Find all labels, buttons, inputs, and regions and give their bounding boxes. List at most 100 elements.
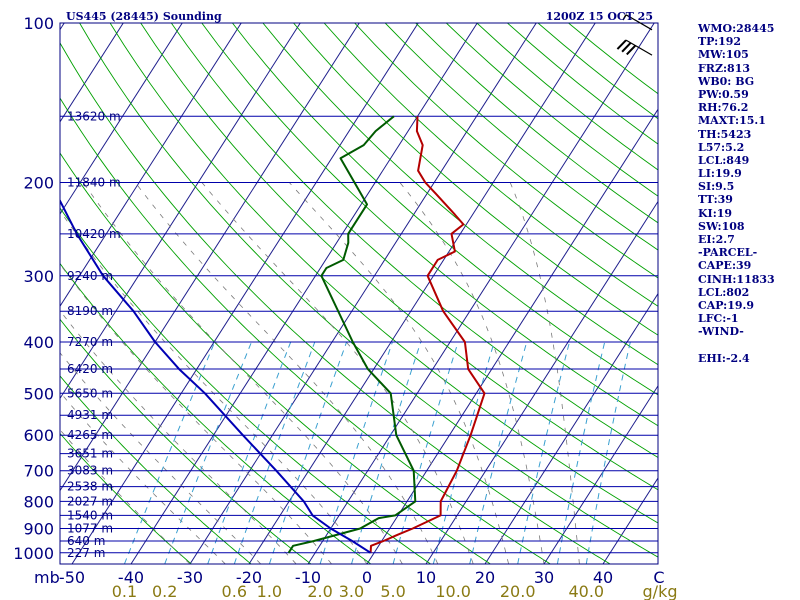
mixing-ratio-line — [164, 341, 252, 564]
dry-adiabat-line — [262, 23, 658, 366]
height-label: 227 m — [67, 546, 105, 560]
height-label: 13620 m — [67, 109, 121, 123]
wind-barb-flag — [622, 14, 627, 21]
isotherm-line — [60, 23, 242, 308]
mixing-ratio-tick-label: 2.0 — [307, 582, 332, 600]
dry-adiabat-line — [60, 318, 312, 564]
temperature-tick-label: 0 — [362, 568, 372, 587]
index-item: PW:0.59 — [698, 87, 749, 101]
height-label: 8190 m — [67, 304, 113, 318]
isobars — [60, 23, 658, 564]
height-label: 11840 m — [67, 175, 121, 189]
index-item: TH:5423 — [698, 127, 752, 141]
index-item: CINH:11833 — [698, 272, 775, 286]
parcel-trace — [60, 198, 372, 554]
index-item: TT:39 — [698, 193, 733, 207]
index-item: L57:5.2 — [698, 140, 745, 154]
height-label: 640 m — [67, 534, 105, 548]
dry-adiabat-line — [60, 152, 491, 564]
mixing-ratio-unit-label: g/kg — [643, 582, 678, 600]
isotherm-line — [0, 23, 5, 564]
index-item: WB0: BG — [698, 74, 755, 88]
isotherm-line — [130, 23, 478, 564]
index-item — [698, 339, 798, 352]
mixing-ratio-line — [585, 341, 631, 564]
mixing-ratio-line — [351, 341, 422, 564]
mixing-ratio-tick-label: 10.0 — [435, 582, 471, 600]
pressure-tick-label: 100 — [23, 14, 54, 33]
index-item: LCL:849 — [698, 153, 750, 167]
pressure-tick-label: 600 — [23, 426, 54, 445]
height-label: 1077 m — [67, 522, 113, 536]
height-label: 5650 m — [67, 386, 113, 400]
index-item: FRZ:813 — [698, 61, 751, 75]
index-item: -PARCEL- — [698, 246, 758, 260]
index-item: CAP:19.9 — [698, 298, 755, 312]
pressure-tick-label: 900 — [23, 520, 54, 539]
index-item: KI:19 — [698, 206, 733, 220]
index-item: CAPE:39 — [698, 259, 752, 273]
index-item: MW:105 — [698, 48, 749, 62]
index-item: LFC:-1 — [698, 312, 739, 326]
index-item: RH:76.2 — [698, 101, 749, 115]
background-grid — [0, 23, 658, 564]
dry-adiabat-line — [323, 23, 658, 307]
mixing-ratio-line — [319, 341, 393, 564]
height-label: 2538 m — [67, 480, 113, 494]
temperature-tick-label: -10 — [295, 568, 321, 587]
index-item: EHI:-2.4 — [698, 351, 750, 365]
index-item: SW:108 — [698, 219, 745, 233]
dry-adiabat-line — [201, 23, 658, 427]
dry-adiabat-line — [293, 23, 658, 336]
dry-adiabat-line — [354, 23, 658, 279]
mixing-ratio-tick-label: 0.2 — [152, 582, 177, 600]
moist-adiabat-line — [82, 182, 403, 564]
index-item: SI:9.5 — [698, 180, 735, 194]
height-label: 6420 m — [67, 362, 113, 376]
isotherm-line — [60, 23, 124, 123]
pressure-tick-label: 400 — [23, 333, 54, 352]
wind-barb-staff — [625, 14, 653, 31]
pressure-unit-label: mb — [34, 568, 60, 587]
mixing-ratio-line — [432, 341, 495, 564]
wind-barb-flag — [621, 42, 632, 53]
temperature-tick-label: 20 — [475, 568, 495, 587]
temperature-unit-label: C — [653, 568, 664, 587]
mixing-ratio-tick-label: 0.1 — [112, 582, 137, 600]
station-title: US445 (28445) Sounding — [66, 10, 222, 23]
mixing-ratio-line — [268, 341, 348, 564]
mixing-ratio-line — [469, 341, 528, 564]
index-item: MAXT:15.1 — [698, 114, 766, 128]
index-item: -WIND- — [698, 325, 744, 339]
wind-barbs — [616, 14, 653, 56]
height-label: 7270 m — [67, 335, 113, 349]
moist-adiabat-line — [60, 352, 262, 564]
pressure-tick-label: 500 — [23, 384, 54, 403]
mixing-ratio-line — [233, 341, 316, 564]
mixing-ratio-line — [207, 341, 292, 564]
mixing-ratio-line — [517, 341, 570, 564]
mixing-ratio-tick-label: 0.6 — [222, 582, 247, 600]
moist-adiabat-line — [60, 210, 368, 564]
isotherm-line — [71, 23, 419, 564]
dry-adiabat-line — [79, 23, 658, 558]
isotherm-line — [60, 23, 183, 215]
moist-adiabat-line — [399, 182, 545, 564]
height-label: 4265 m — [67, 428, 113, 442]
dry-adiabat-line — [60, 207, 431, 564]
pressure-tick-label: 200 — [23, 173, 54, 192]
isotherm-line — [366, 108, 658, 564]
dry-adiabat-line — [60, 41, 611, 564]
index-item: WMO:28445 — [698, 22, 775, 35]
temperature-tick-label: 10 — [416, 568, 436, 587]
dry-adiabat-line — [60, 432, 192, 564]
moist-adiabat-line — [60, 263, 332, 564]
dry-adiabat-line — [140, 23, 658, 491]
temperature-tick-label: 40 — [593, 568, 613, 587]
height-label: 1540 m — [67, 508, 113, 522]
mixing-ratio-tick-label: 20.0 — [500, 582, 536, 600]
dry-adiabat-line — [384, 23, 658, 251]
dry-adiabat-line — [60, 375, 252, 564]
index-item: LCL:802 — [698, 285, 750, 299]
